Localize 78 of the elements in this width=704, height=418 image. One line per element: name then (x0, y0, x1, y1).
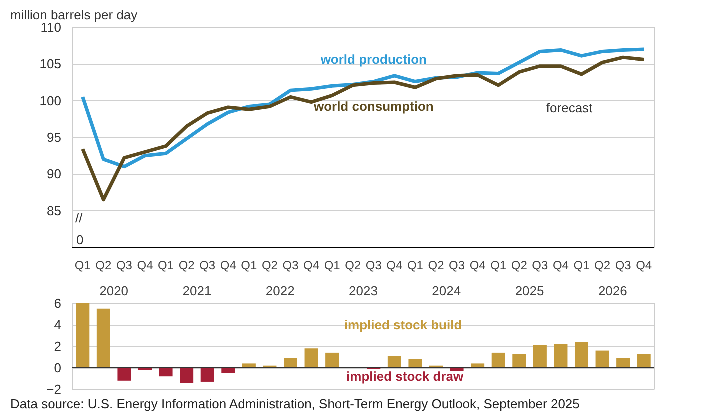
x-tick-label: Q3 (200, 258, 216, 272)
x-tick-label: Q3 (532, 258, 549, 272)
x-tick-label: Q1 (490, 258, 507, 272)
x-tick-label: Q4 (386, 258, 404, 272)
x-tick-label: Q2 (96, 258, 112, 272)
x-tick-label: Q2 (262, 258, 278, 272)
bar (554, 344, 568, 368)
source-note: Data source: U.S. Energy Information Administration, Short-Term Energy Outlook, September 2025 (10, 396, 580, 412)
bar (637, 354, 651, 368)
x-tick-label: Q4 (137, 258, 154, 272)
annotation: forecast (546, 100, 594, 116)
bar (388, 356, 402, 368)
text: 2023 (349, 284, 378, 298)
y-tick-label: 90 (47, 166, 62, 182)
x-tick-label: Q2 (178, 258, 196, 272)
text: 2020 (100, 284, 129, 298)
annotation: implied stock draw (346, 369, 464, 384)
y-tick-label: 4 (54, 318, 62, 332)
bar (159, 368, 173, 377)
y-tick-label: 2 (54, 339, 62, 354)
y-tick-label: 85 (47, 203, 62, 218)
x-tick-label: Q4 (304, 258, 320, 272)
x-tick-label: Q3 (366, 258, 382, 272)
x-tick-label: Q4 (552, 258, 570, 272)
x-tick-label: Q1 (407, 258, 424, 272)
x-tick-label: Q1 (158, 258, 174, 272)
text: 2024 (432, 284, 462, 298)
bar (471, 364, 485, 368)
y-tick-label: 105 (40, 56, 62, 72)
bar (304, 348, 318, 368)
x-tick-label: Q1 (241, 258, 258, 272)
x-tick-label: Q1 (74, 258, 92, 272)
bar (284, 358, 298, 368)
bar (76, 304, 90, 368)
x-tick-label: Q2 (428, 258, 445, 272)
x-tick-label: Q2 (594, 258, 611, 272)
bar (512, 354, 526, 368)
y-tick-label: 6 (54, 296, 62, 311)
x-tick-label: Q1 (324, 258, 341, 272)
bar (492, 352, 506, 368)
series-label: world consumption (312, 99, 434, 114)
bar (326, 352, 340, 368)
x-tick-label: Q3 (449, 258, 466, 272)
annotation: 0 (76, 232, 84, 248)
bar (222, 368, 236, 374)
bar (96, 308, 110, 368)
x-tick-label: Q3 (615, 258, 632, 272)
bar (200, 368, 214, 382)
x-tick-label: Q4 (470, 258, 486, 272)
x-tick-label: Q3 (116, 258, 133, 272)
x-tick-label: Q4 (220, 258, 237, 272)
x-tick-label: Q1 (574, 258, 590, 272)
bar (533, 345, 547, 368)
x-tick-label: Q2 (511, 258, 528, 272)
bar (242, 364, 256, 368)
x-tick-label: Q2 (345, 258, 362, 272)
text: 2025 (515, 284, 544, 298)
y-tick-label: 110 (40, 20, 62, 35)
bar (180, 368, 194, 384)
bar (574, 342, 589, 368)
y-tick-label: −2 (46, 382, 62, 397)
x-tick-label: Q4 (636, 258, 652, 272)
y-tick-label: 0 (54, 360, 62, 376)
y-axis-title: million barrels per day (10, 8, 138, 22)
bar (596, 350, 610, 368)
y-tick-label: 95 (47, 130, 62, 145)
text: 2022 (266, 284, 295, 298)
bar (118, 368, 132, 381)
bar (616, 358, 630, 368)
text: 2026 (598, 284, 628, 298)
annotation: // (76, 210, 84, 226)
series-label: world production (320, 52, 428, 68)
annotation: implied stock build (344, 318, 462, 333)
text: 2021 (182, 284, 212, 298)
bar (408, 359, 422, 368)
line-series (81, 56, 646, 202)
x-tick-label: Q3 (282, 258, 300, 272)
y-tick-label: 100 (40, 93, 62, 108)
